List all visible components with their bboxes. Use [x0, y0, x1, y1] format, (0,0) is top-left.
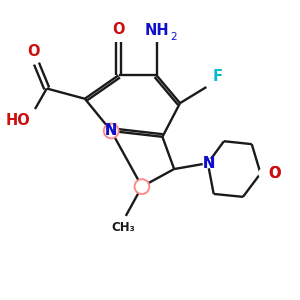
Circle shape — [103, 123, 119, 139]
Text: O: O — [268, 166, 280, 181]
Circle shape — [134, 178, 150, 195]
Circle shape — [258, 168, 269, 179]
Text: O: O — [27, 44, 40, 59]
Text: NH: NH — [144, 23, 169, 38]
Text: N: N — [105, 124, 117, 139]
Circle shape — [105, 124, 118, 137]
Circle shape — [136, 180, 148, 193]
Text: O: O — [268, 166, 280, 181]
Text: N: N — [105, 124, 117, 139]
Text: O: O — [112, 22, 125, 37]
Text: 2: 2 — [170, 32, 177, 42]
Circle shape — [202, 158, 213, 169]
Text: CH₃: CH₃ — [111, 221, 135, 234]
Text: N: N — [203, 156, 215, 171]
Text: F: F — [212, 68, 222, 83]
Text: HO: HO — [6, 113, 31, 128]
Text: N: N — [203, 156, 215, 171]
